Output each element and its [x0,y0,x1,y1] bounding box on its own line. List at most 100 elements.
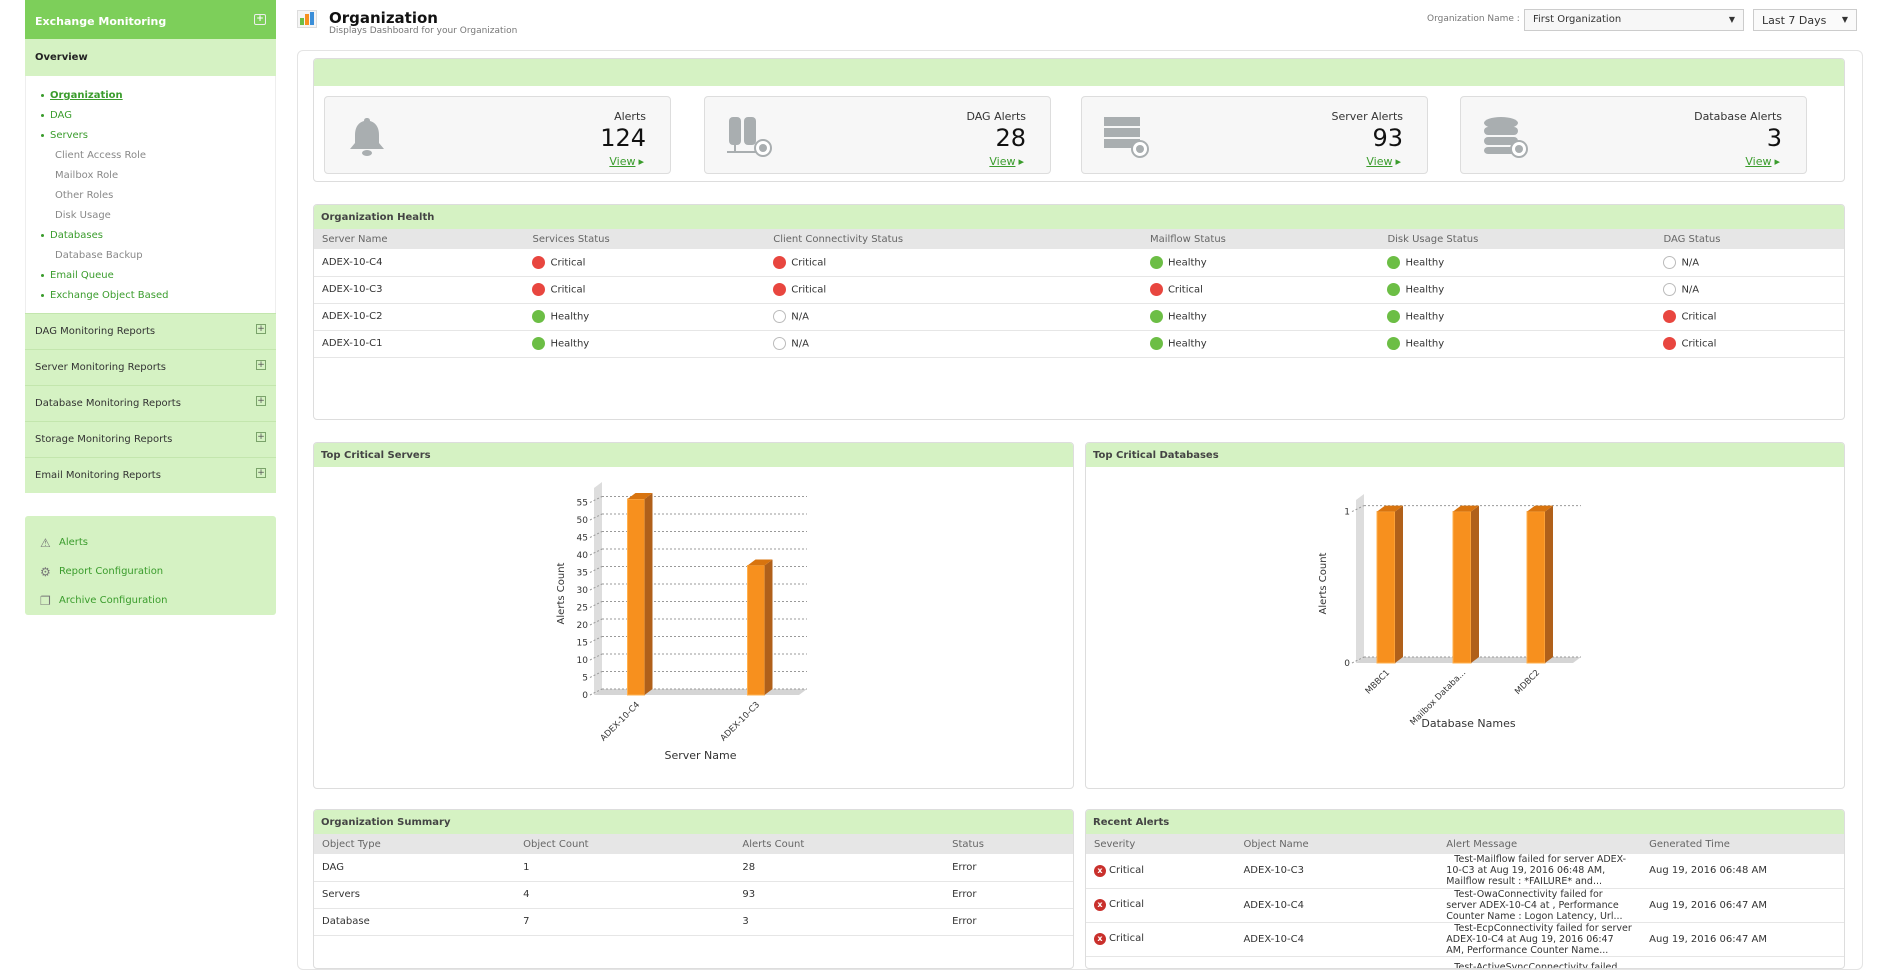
tool-link[interactable]: ❐ Archive Configuration [40,586,276,615]
top-critical-databases-panel: Top Critical Databases 0 1 MBBC1 Mailbox Da… [1085,442,1845,789]
dag-icon [725,115,772,159]
alert-card: Server Alerts 93 View [1081,96,1428,174]
x-tick-label: ADEX-10-C3 [719,700,762,743]
sidebar-link[interactable]: DAG [26,107,275,127]
tool-link[interactable]: ⚙ Report Configuration [40,557,276,586]
sidebar-link[interactable]: Databases [26,227,275,247]
period-select[interactable]: Last 7 Days ▼ [1753,9,1857,31]
plus-icon[interactable]: + [256,324,266,334]
view-link[interactable]: View [609,155,644,168]
status-healthy-icon [1387,337,1401,350]
chart-wall [1356,494,1364,663]
org-name-value: First Organization [1533,14,1622,25]
card-label: DAG Alerts [966,110,1026,123]
y-tick-label: 15 [577,639,588,649]
server-name: ADEX-10-C3 [322,284,383,295]
sidebar-link[interactable]: Database Backup [55,250,143,261]
chart-floor [594,689,807,695]
column-header: Client Connectivity Status [765,229,1142,249]
sidebar-link[interactable]: Client Access Role [55,150,147,161]
bar-side [1545,505,1553,663]
bar-top [627,493,653,499]
sidebar-link[interactable]: Email Queue [26,267,275,287]
table-cell: Test-Mailflow failed for server ADEX-10-… [1438,854,1642,889]
table-cell: N/A [765,330,1142,358]
org-name-select[interactable]: First Organization ▼ [1524,9,1744,31]
column-header: Object Count [515,834,735,854]
cell-text: ADEX-10-C3 [1243,865,1304,877]
table-cell: x Critical [1086,854,1236,889]
sidebar-link[interactable]: Disk Usage [55,210,111,221]
sidebar-report-group[interactable]: Email Monitoring Reports + [25,457,276,493]
column-header: Status [944,834,1073,854]
table-cell: x Critical [1086,922,1236,957]
cell-text: DAG [322,861,344,873]
table-row: ADEX-10-C4 Critical Critical Healthy Healthy… [314,249,1844,277]
alert-message: Test-Mailflow failed for server ADEX-10-… [1446,854,1627,888]
table-row: DAG 1 28 Error [314,854,1073,882]
sidebar-link[interactable]: Organization [26,87,275,107]
bar-top [1377,505,1403,512]
table-cell: Aug 19, 2016 06:47 AM [1641,888,1844,923]
org-name-label: Organization Name : [1427,14,1520,24]
table-row: ADEX-10-C1 Healthy N/A Healthy Healthy Critic… [314,330,1844,358]
view-link[interactable]: View [1745,155,1780,168]
cell-text: Critical [1109,899,1144,910]
sidebar-link[interactable]: Mailbox Role [55,170,119,181]
y-tick-label: 10 [577,656,589,666]
server-name: ADEX-10-C1 [322,338,383,349]
table-cell: N/A [765,303,1142,331]
tool-link[interactable]: ⚠ Alerts [40,528,276,557]
report-group-label: Server Monitoring Reports [35,362,166,373]
plus-icon[interactable]: + [256,468,266,478]
table-cell: ADEX-10-C4 [1235,922,1439,957]
status-text: Healthy [550,338,590,350]
table-cell [1086,956,1236,968]
overview-heading[interactable]: Overview [25,39,276,76]
cell-text: Error [952,889,977,900]
column-header: Alert Message [1438,834,1642,854]
bar-side [1471,505,1479,663]
organization-health-panel: Organization Health Server Name Services … [313,204,1845,420]
y-axis-label: Alerts Count [556,562,567,624]
table-cell: Critical [524,276,766,304]
header-row: Severity Object Name Alert Message Generate… [1086,834,1844,854]
expand-icon[interactable]: + [254,14,266,25]
sidebar-report-group[interactable]: Database Monitoring Reports + [25,385,276,421]
sidebar-report-group[interactable]: Storage Monitoring Reports + [25,421,276,457]
alert-card: Database Alerts 3 View [1460,96,1807,174]
card-label: Server Alerts [1331,110,1403,123]
table-cell: Aug 19, 2016 06:47 AM [1641,922,1844,957]
sidebar-link[interactable]: Other Roles [55,190,114,201]
card-value: 124 [600,124,646,152]
y-axis-label: Alerts Count [1318,552,1329,614]
table-cell: ADEX-10-C3 [314,276,525,304]
sidebar-link[interactable]: Servers [26,127,275,147]
status-critical-icon [532,255,546,269]
critical-icon: x [1094,933,1106,945]
alert-message: Test-EcpConnectivity failed for server A… [1446,922,1632,956]
sidebar-report-group[interactable]: DAG Monitoring Reports + [25,313,276,349]
column-header: Server Name [314,229,525,249]
status-na-icon [1663,283,1677,296]
plus-icon[interactable]: + [256,396,266,406]
table-cell: 4 [515,881,735,909]
x-axis-label: Server Name [664,749,736,762]
view-link[interactable]: View [1366,155,1401,168]
sidebar-link[interactable]: Exchange Object Based [26,287,275,307]
column-header: DAG Status [1655,229,1844,249]
plus-icon[interactable]: + [256,432,266,442]
report-config-icon: ⚙ [40,564,51,579]
status-healthy-icon [1149,337,1163,350]
y-tick-label: 1 [1344,508,1350,518]
table-cell: Healthy [524,330,766,358]
plus-icon[interactable]: + [256,360,266,370]
status-text: Critical [550,257,586,269]
table-cell: 28 [734,854,945,882]
table-cell: Healthy [524,303,766,331]
table-cell: Healthy [1141,303,1380,331]
view-link[interactable]: View [989,155,1024,168]
report-group-label: Email Monitoring Reports [35,470,161,481]
sidebar-report-group[interactable]: Server Monitoring Reports + [25,349,276,385]
